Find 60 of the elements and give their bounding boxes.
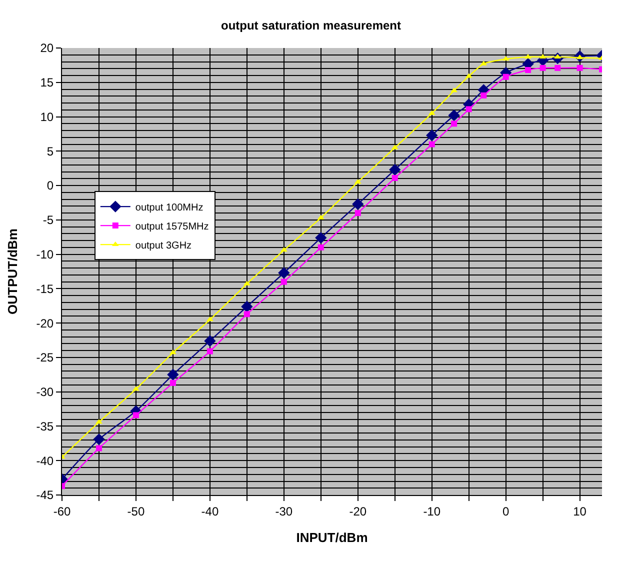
x-tick-label: -10 [423, 504, 441, 518]
point [170, 380, 176, 386]
point [525, 67, 532, 74]
y-tick-label: -40 [36, 454, 54, 468]
y-tick-label: -15 [36, 282, 54, 296]
point [354, 210, 361, 216]
y-tick-label: 20 [40, 41, 54, 56]
y-tick-label: 0 [46, 178, 54, 193]
point [554, 64, 561, 71]
point [524, 54, 532, 58]
legend-label: output 100MHz [135, 202, 204, 214]
point [132, 412, 139, 418]
point [466, 106, 472, 112]
x-tick-label: -60 [53, 504, 71, 518]
y-tick-label: -30 [36, 385, 54, 400]
y-tick-label: -20 [36, 316, 54, 330]
y-tick-label: -5 [42, 213, 54, 228]
point [96, 445, 102, 452]
point [426, 129, 438, 142]
point [389, 164, 401, 176]
x-axis-title: INPUT/dBm [296, 530, 368, 545]
x-tick-label: 0 [502, 504, 510, 518]
point [206, 348, 213, 354]
point [241, 300, 253, 312]
point [96, 419, 102, 424]
point [280, 278, 287, 285]
chart-title: output saturation measurement [220, 18, 402, 32]
point [315, 232, 327, 244]
y-tick-label: -35 [36, 419, 54, 434]
point [132, 386, 140, 391]
x-tick-label: -50 [127, 504, 145, 518]
point [352, 198, 364, 210]
x-tick-label: -30 [275, 504, 293, 518]
point [93, 433, 105, 446]
x-tick-label: -20 [349, 504, 367, 518]
point [576, 64, 583, 71]
point [318, 244, 324, 250]
legend-label: output 3GHz [135, 240, 192, 252]
x-tick-label: 10 [573, 504, 587, 518]
y-tick-label: 10 [40, 110, 54, 124]
point [170, 350, 176, 354]
point [480, 92, 487, 98]
y-tick-label: -45 [36, 488, 54, 502]
point [167, 368, 179, 380]
point [451, 120, 458, 127]
point [502, 74, 509, 80]
y-axis-title: OUTPUT/dBm [5, 228, 20, 314]
y-tick-label: 15 [40, 76, 54, 90]
y-tick-label: -25 [36, 350, 54, 365]
point [204, 335, 216, 347]
point [278, 267, 290, 279]
x-tick-label: -40 [201, 504, 219, 518]
legend-label: output 1575MHz [135, 221, 209, 232]
point [392, 174, 398, 181]
y-tick-label: -10 [36, 248, 54, 262]
point [540, 64, 546, 71]
point [428, 141, 435, 148]
point [244, 311, 250, 318]
point [448, 110, 460, 122]
y-tick-label: 5 [46, 144, 54, 158]
